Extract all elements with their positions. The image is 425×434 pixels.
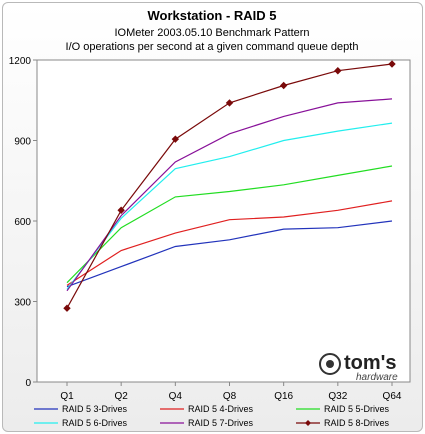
legend-label: RAID 5 3-Drives — [62, 404, 128, 414]
x-tick-label: Q2 — [114, 391, 128, 402]
series-line-3 — [66, 165, 393, 284]
logo-emblem-core-icon — [326, 360, 334, 368]
chart-subtitle-line-1: IOMeter 2003.05.10 Benchmark Pattern — [114, 27, 309, 39]
x-tick-label: Q1 — [60, 391, 74, 402]
y-tick-label: 300 — [14, 298, 31, 309]
series-line-2 — [66, 200, 393, 286]
x-tick-label: Q8 — [223, 391, 237, 402]
data-point-marker — [334, 67, 342, 75]
legend-marker — [305, 420, 311, 426]
legend: RAID 5 3-Drives RAID 5 4-Drives RAID 5 5-D… — [34, 404, 390, 428]
data-point-marker — [279, 81, 288, 90]
x-tick-label: Q64 — [383, 391, 402, 402]
data-point-marker — [63, 304, 71, 312]
series-line-4 — [66, 122, 393, 290]
legend-label: RAID 5 5-Drives — [324, 404, 390, 414]
legend-label: RAID 5 4-Drives — [188, 404, 254, 414]
logo-main-text: tom's — [344, 352, 397, 374]
legend-label: RAID 5 6-Drives — [62, 418, 128, 428]
x-tick-label: Q32 — [328, 391, 347, 402]
y-tick-label: 600 — [14, 217, 31, 228]
chart-title: Workstation - RAID 5 — [147, 8, 276, 23]
y-axis: 0 300 600 900 1200 — [9, 56, 37, 389]
data-point-marker — [117, 206, 125, 214]
data-point-marker — [171, 135, 180, 143]
y-tick-label: 900 — [14, 137, 31, 148]
y-tick-label: 0 — [25, 378, 31, 389]
toms-hardware-logo: tom's hardware — [319, 352, 398, 383]
y-tick-label: 1200 — [9, 56, 32, 67]
legend-label: RAID 5 7-Drives — [188, 418, 254, 428]
x-tick-label: Q4 — [169, 391, 183, 402]
series-line-5 — [66, 98, 393, 292]
logo-sub-text: hardware — [356, 372, 398, 383]
legend-label: RAID 5 8-Drives — [324, 418, 390, 428]
data-point-marker — [388, 60, 396, 68]
x-axis: Q1 Q2 Q4 Q8 Q16 Q32 Q64 — [60, 382, 402, 402]
series-line-1 — [66, 220, 393, 288]
series-layer — [63, 60, 396, 312]
x-tick-label: Q16 — [274, 391, 293, 402]
chart-subtitle-line-2: I/O operations per second at a given com… — [66, 41, 359, 53]
data-point-marker — [225, 99, 234, 107]
